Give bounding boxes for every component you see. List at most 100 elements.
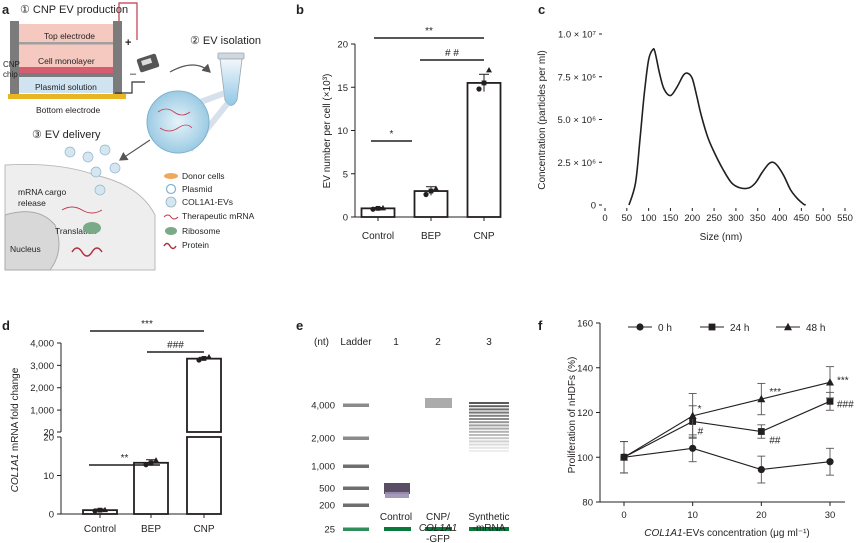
legend-ev-icon bbox=[165, 196, 177, 208]
pulse-generator-icon bbox=[136, 53, 160, 73]
sig-control-bep-label: ** bbox=[121, 453, 129, 464]
legend-label-48h: 48 h bbox=[806, 323, 825, 334]
legend-marker-24h bbox=[708, 323, 716, 331]
size-distribution-line bbox=[628, 48, 807, 206]
ev-mrna-icon bbox=[157, 108, 193, 132]
bottom-electrode-plate bbox=[8, 94, 126, 99]
y-tick-label-3: 7.5 × 10⁶ bbox=[557, 72, 596, 83]
data-point-cnp-2 bbox=[481, 80, 487, 86]
marker-24h-20 bbox=[757, 428, 765, 435]
panel-d-label: d bbox=[2, 318, 10, 333]
data-point-control-2 bbox=[97, 507, 103, 513]
size-label-2: 1,000 bbox=[311, 462, 335, 473]
unit-label: (nt) bbox=[314, 337, 329, 348]
y-tick-label-100: 100 bbox=[577, 453, 593, 464]
sig-control-bep-label: * bbox=[390, 129, 394, 140]
ladder-band-2 bbox=[343, 464, 369, 468]
lane-3-band-15 bbox=[469, 446, 509, 449]
marker-0h-10 bbox=[689, 444, 697, 452]
series-line-24h bbox=[623, 400, 831, 458]
lane-1-band bbox=[384, 483, 410, 494]
sig-control-cnp-label: ** bbox=[425, 26, 433, 37]
cell-monolayer-label: Cell monolayer bbox=[38, 56, 95, 66]
legend-donor-cells: Donor cells bbox=[182, 171, 225, 181]
positive-sign: + bbox=[125, 37, 131, 49]
legend-col1a1-evs: COL1A1-EVs bbox=[182, 197, 233, 207]
mrna-cargo-label: mRNA cargo bbox=[18, 187, 66, 197]
y-tick-label-80: 80 bbox=[582, 498, 593, 509]
legend-donor-cells-icon bbox=[164, 173, 178, 179]
lane-name-1-line-1: Control bbox=[380, 512, 412, 523]
legend-protein: Protein bbox=[182, 240, 209, 250]
marker-48h-20 bbox=[757, 394, 766, 403]
series-line-0h bbox=[623, 447, 831, 471]
data-point-control-1 bbox=[370, 206, 376, 212]
data-point-control-3 bbox=[380, 204, 386, 211]
x-tick-label-250: 250 bbox=[706, 213, 722, 224]
y-tick-label-15: 15 bbox=[337, 83, 348, 94]
top-electrode-plate bbox=[19, 42, 113, 45]
y-tick-label-5: 5 bbox=[343, 169, 348, 180]
plasmid-chamber bbox=[19, 77, 113, 93]
legend-protein-icon bbox=[163, 242, 177, 250]
lane-3-band-13 bbox=[469, 440, 509, 443]
lane-3-band-16 bbox=[469, 450, 509, 452]
lane-3-band-4 bbox=[469, 411, 509, 414]
positive-wire bbox=[118, 2, 138, 40]
size-label-1: 2,000 bbox=[311, 434, 335, 445]
nucleus-label: Nucleus bbox=[10, 244, 41, 254]
series-line-48h bbox=[623, 381, 831, 458]
annotation-48h-10: * bbox=[698, 404, 702, 415]
lane-number-3: 3 bbox=[486, 337, 492, 348]
cnp-chip-label-line2: chip bbox=[3, 70, 18, 79]
isolation-arrow bbox=[169, 63, 211, 73]
y-axis-title: EV number per cell (×10³) bbox=[322, 74, 333, 189]
annotation-24h-20: ## bbox=[769, 436, 781, 447]
lane-name-2-line-3: -GFP bbox=[426, 534, 450, 543]
panel-b-label: b bbox=[296, 2, 304, 17]
y-tick-label-140: 140 bbox=[577, 363, 593, 374]
step-3-title: ③ EV delivery bbox=[32, 129, 101, 141]
cell-monolayer bbox=[19, 67, 113, 73]
therapeutic-mrna-icon bbox=[61, 206, 103, 214]
lane-2-band bbox=[425, 398, 452, 408]
ladder-band-0 bbox=[343, 403, 369, 407]
ladder-band-1 bbox=[343, 436, 369, 440]
cnp-chip-label-line1: CNP bbox=[3, 60, 20, 69]
legend-marker-0h bbox=[636, 323, 644, 331]
data-point-cnp-3 bbox=[486, 66, 492, 73]
marker-band-lane-2 bbox=[425, 527, 452, 531]
nucleus-shape bbox=[4, 211, 60, 271]
x-tick-label-0: 0 bbox=[621, 510, 626, 521]
legend-marker-48h bbox=[784, 322, 792, 331]
x-tick-label-control: Control bbox=[362, 231, 394, 242]
data-point-cnp-3 bbox=[206, 353, 212, 360]
x-tick-label-400: 400 bbox=[772, 213, 788, 224]
annotation-48h-30: *** bbox=[837, 375, 849, 386]
x-tick-label-300: 300 bbox=[728, 213, 744, 224]
marker-24h-30 bbox=[826, 397, 834, 405]
panel-e-label: e bbox=[296, 318, 303, 333]
marker-48h-0 bbox=[620, 453, 628, 461]
panel-a: a ① CNP EV production Top electrode Cell… bbox=[2, 2, 261, 271]
y-axis-title: Concentration (particles per ml) bbox=[537, 50, 548, 190]
lane-name-3-line-2: -mRNA bbox=[473, 523, 506, 534]
x-tick-label-50: 50 bbox=[622, 213, 633, 224]
data-point-control-1 bbox=[92, 508, 98, 514]
size-label-0: 4,000 bbox=[311, 401, 335, 412]
marker-0h-30 bbox=[826, 458, 834, 466]
x-tick-label-350: 350 bbox=[750, 213, 766, 224]
lane-number-1: 1 bbox=[393, 337, 399, 348]
x-tick-label-bep: BEP bbox=[421, 231, 441, 242]
y-tick-label-4: 1.0 × 10⁷ bbox=[558, 30, 597, 41]
x-tick-label-10: 10 bbox=[687, 510, 698, 521]
size-label-4: 200 bbox=[319, 501, 335, 512]
bottom-electrode-label: Bottom electrode bbox=[36, 105, 101, 115]
marker-band-lane-3 bbox=[469, 527, 509, 531]
x-tick-label-bep: BEP bbox=[141, 524, 161, 535]
medium-chamber bbox=[19, 24, 113, 68]
y-tick-label-0: 0 bbox=[591, 201, 596, 212]
y-axis-title: Proliferation of nHDFs (%) bbox=[567, 357, 578, 474]
